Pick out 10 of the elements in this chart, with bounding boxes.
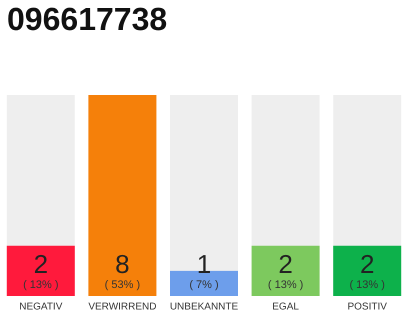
x-tick-label: NEGATIV — [19, 302, 63, 312]
x-tick-label: POSITIV — [347, 302, 388, 312]
x-tick-label: UNBEKANNTE — [170, 302, 238, 312]
x-tick-label: EGAL — [272, 302, 300, 312]
data-label: 2 ( 13% ) — [268, 249, 304, 291]
x-tick-label: VERWIRREND — [88, 302, 156, 312]
data-label: 8 ( 53% ) — [104, 249, 140, 291]
data-label: 2 ( 13% ) — [23, 249, 59, 291]
chart-title: 096617738 — [7, 1, 168, 37]
data-label: 2 ( 13% ) — [349, 249, 385, 291]
